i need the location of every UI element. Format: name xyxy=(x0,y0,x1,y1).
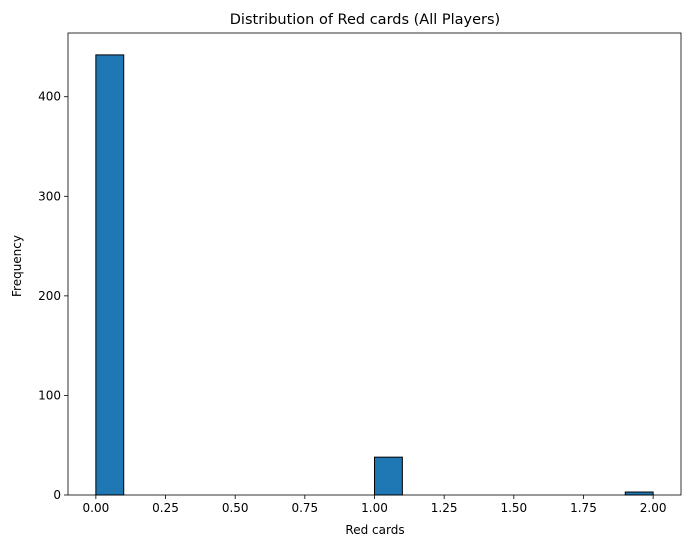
y-tick-label: 200 xyxy=(38,289,61,303)
y-tick-label: 100 xyxy=(38,388,61,402)
y-tick-label: 0 xyxy=(53,488,61,502)
x-tick-label: 1.75 xyxy=(570,501,597,515)
x-tick-label: 1.00 xyxy=(361,501,388,515)
x-tick-label: 0.00 xyxy=(83,501,110,515)
x-tick-label: 1.25 xyxy=(431,501,458,515)
x-tick-label: 0.25 xyxy=(152,501,179,515)
y-tick-label: 400 xyxy=(38,90,61,104)
histogram-bar xyxy=(624,491,654,496)
histogram-bar xyxy=(374,456,403,496)
x-tick-label: 2.00 xyxy=(640,501,667,515)
histogram-bar xyxy=(95,54,125,496)
x-tick-label: 0.50 xyxy=(222,501,249,515)
y-axis-label: Frequency xyxy=(10,235,24,297)
chart-title: Distribution of Red cards (All Players) xyxy=(230,12,500,28)
plot-area: 0.00 0.25 0.50 0.75 1.00 1.25 1.50 1.75 2.00 0 100… xyxy=(38,32,682,515)
x-tick-label: 0.75 xyxy=(291,501,318,515)
x-axis-label: Red cards xyxy=(345,523,404,537)
x-tick-label: 1.50 xyxy=(500,501,527,515)
y-tick-label: 300 xyxy=(38,189,61,203)
